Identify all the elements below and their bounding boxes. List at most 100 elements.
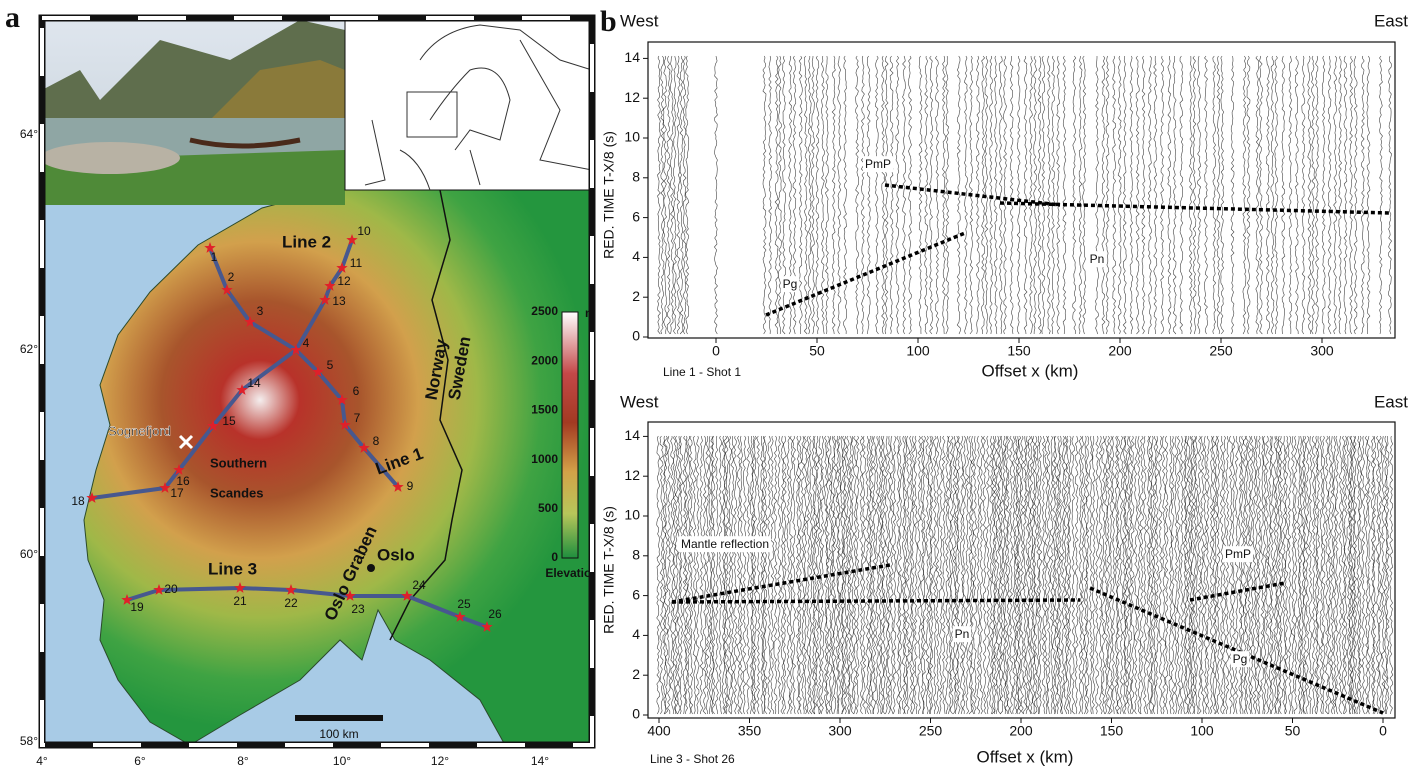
station-star <box>204 242 216 253</box>
seismic-trace <box>727 435 732 715</box>
seismic-trace <box>714 55 718 335</box>
seismic-trace <box>1360 55 1365 335</box>
station-label: 22 <box>284 596 298 610</box>
seismic-trace <box>918 55 923 335</box>
seismic-trace <box>699 435 704 715</box>
seismic-trace <box>1126 435 1130 715</box>
seismic-trace <box>1338 435 1343 715</box>
section-caption: Line 1 - Shot 1 <box>663 365 741 379</box>
seismic-trace <box>818 435 823 715</box>
seismic-trace <box>1246 55 1251 335</box>
seismic-trace <box>761 435 766 714</box>
seismic-trace <box>885 436 889 715</box>
seismic-trace <box>895 55 900 335</box>
seismic-trace <box>1343 435 1348 715</box>
station-label: 19 <box>130 600 144 614</box>
seismic-trace <box>884 55 889 335</box>
lon-label: 6° <box>134 754 146 768</box>
seismic-trace <box>1033 55 1038 335</box>
seismic-trace <box>1268 435 1272 715</box>
seismic-trace <box>1308 435 1313 715</box>
seismic-trace <box>759 435 764 715</box>
seismic-trace <box>1315 55 1319 335</box>
seismic-trace <box>1101 55 1106 335</box>
seismic-trace <box>989 436 994 715</box>
seismic-trace <box>786 435 791 715</box>
map-frame-ticks <box>40 16 594 747</box>
seismic-trace <box>1130 435 1135 715</box>
station-star <box>234 582 246 593</box>
seismic-trace <box>1174 435 1179 715</box>
seismic-trace <box>875 435 880 715</box>
seismic-trace <box>1114 435 1119 715</box>
x-tick-label: 200 <box>1108 343 1132 359</box>
seismic-trace <box>1089 435 1093 715</box>
east-label: East <box>1374 392 1408 411</box>
station-label: 23 <box>351 602 365 616</box>
y-tick-label: 12 <box>624 467 640 483</box>
y-tick-label: 8 <box>632 169 640 185</box>
seismic-trace <box>1346 435 1351 715</box>
station-label: 1 <box>211 250 218 264</box>
seismic-trace <box>672 435 677 715</box>
seismic-trace <box>1203 435 1208 715</box>
seismic-trace <box>792 435 797 715</box>
lat-label: 62° <box>20 342 38 356</box>
seismic-trace <box>1353 55 1358 335</box>
seismic-trace <box>730 436 735 715</box>
seismic-trace <box>1366 55 1371 335</box>
y-tick-label: 4 <box>632 626 640 642</box>
seismic-trace <box>1116 435 1121 715</box>
phase-label-bg <box>862 156 894 173</box>
seismic-trace <box>1167 55 1172 335</box>
seismic-trace <box>841 435 846 714</box>
seismic-trace <box>1252 435 1257 715</box>
seismic-trace <box>1067 435 1072 715</box>
seismic-trace <box>874 55 879 335</box>
seismic-trace <box>1367 435 1371 715</box>
seismic-trace <box>756 435 761 715</box>
seismic-trace <box>1242 435 1247 715</box>
seismic-trace <box>1343 55 1348 335</box>
seismic-trace <box>1228 435 1233 715</box>
y-tick-label: 0 <box>632 706 640 722</box>
seismic-trace <box>929 55 934 335</box>
map-label: Line 3 <box>208 559 257 578</box>
y-tick-label: 10 <box>624 507 640 523</box>
oslo-marker <box>367 564 375 572</box>
seismic-trace <box>1160 55 1165 335</box>
seismic-trace <box>1364 435 1369 715</box>
map-label: Scandes <box>210 485 263 500</box>
x-tick-label: 0 <box>1379 723 1387 739</box>
seismic-trace <box>1022 436 1027 715</box>
x-tick-label: 250 <box>1209 343 1233 359</box>
station-label: 9 <box>407 479 414 493</box>
seismic-trace <box>1378 435 1383 715</box>
seismic-trace <box>935 435 940 715</box>
seismic-trace <box>1307 55 1312 335</box>
seismic-trace <box>855 435 860 715</box>
seismic-trace <box>1104 435 1109 715</box>
seismic-trace <box>905 435 910 715</box>
seismic-trace <box>1122 55 1127 335</box>
station-star <box>346 234 358 245</box>
phase-label-bg <box>1230 651 1250 668</box>
seismic-trace <box>911 435 916 715</box>
seismic-trace <box>1321 55 1326 335</box>
seismic-trace <box>956 435 961 715</box>
seismic-trace <box>742 435 747 715</box>
seismic-trace <box>1033 435 1038 715</box>
seismic-trace <box>689 435 694 715</box>
colorbar-tick: 1500 <box>531 403 558 417</box>
seismic-trace <box>962 435 966 715</box>
seismic-trace <box>1080 435 1085 715</box>
seismic-trace <box>702 435 707 715</box>
seismic-trace <box>1153 55 1158 335</box>
profile-line <box>126 586 488 629</box>
seismic-trace <box>1065 435 1070 715</box>
seismic-trace <box>1095 435 1100 715</box>
lon-label: 10° <box>333 754 351 768</box>
seismic-trace <box>913 435 918 715</box>
phase-label: PmP <box>1225 547 1251 561</box>
seismic-trace <box>1105 55 1110 335</box>
